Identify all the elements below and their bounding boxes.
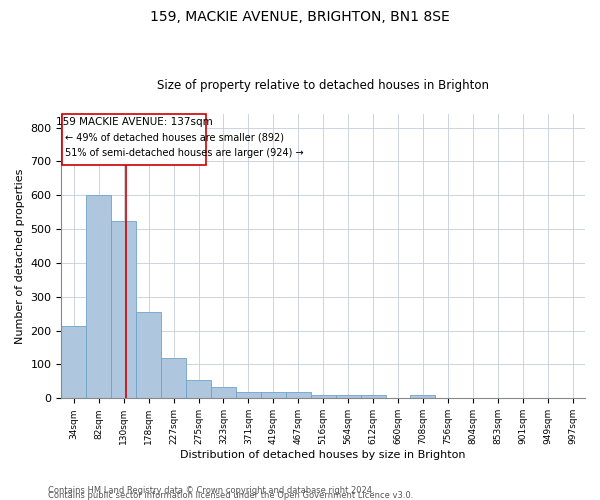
Bar	[86, 195, 111, 398]
Text: Contains public sector information licensed under the Open Government Licence v3: Contains public sector information licen…	[48, 491, 413, 500]
Y-axis label: Number of detached properties: Number of detached properties	[15, 168, 25, 344]
Bar	[111, 220, 136, 398]
Text: 159 MACKIE AVENUE: 137sqm: 159 MACKIE AVENUE: 137sqm	[56, 116, 212, 126]
Title: Size of property relative to detached houses in Brighton: Size of property relative to detached ho…	[157, 79, 489, 92]
Text: ← 49% of detached houses are smaller (892): ← 49% of detached houses are smaller (89…	[65, 132, 284, 142]
Text: 159, MACKIE AVENUE, BRIGHTON, BN1 8SE: 159, MACKIE AVENUE, BRIGHTON, BN1 8SE	[150, 10, 450, 24]
Bar	[311, 395, 335, 398]
Text: 51% of semi-detached houses are larger (924) →: 51% of semi-detached houses are larger (…	[65, 148, 304, 158]
Bar	[211, 387, 236, 398]
Bar	[410, 395, 436, 398]
Bar	[335, 395, 361, 398]
Bar	[361, 395, 386, 398]
Bar	[161, 358, 186, 399]
Bar	[186, 380, 211, 398]
Bar	[261, 392, 286, 398]
FancyBboxPatch shape	[62, 114, 206, 165]
Text: Contains HM Land Registry data © Crown copyright and database right 2024.: Contains HM Land Registry data © Crown c…	[48, 486, 374, 495]
Bar	[61, 326, 86, 398]
Bar	[136, 312, 161, 398]
Bar	[286, 392, 311, 398]
Bar	[236, 392, 261, 398]
X-axis label: Distribution of detached houses by size in Brighton: Distribution of detached houses by size …	[181, 450, 466, 460]
